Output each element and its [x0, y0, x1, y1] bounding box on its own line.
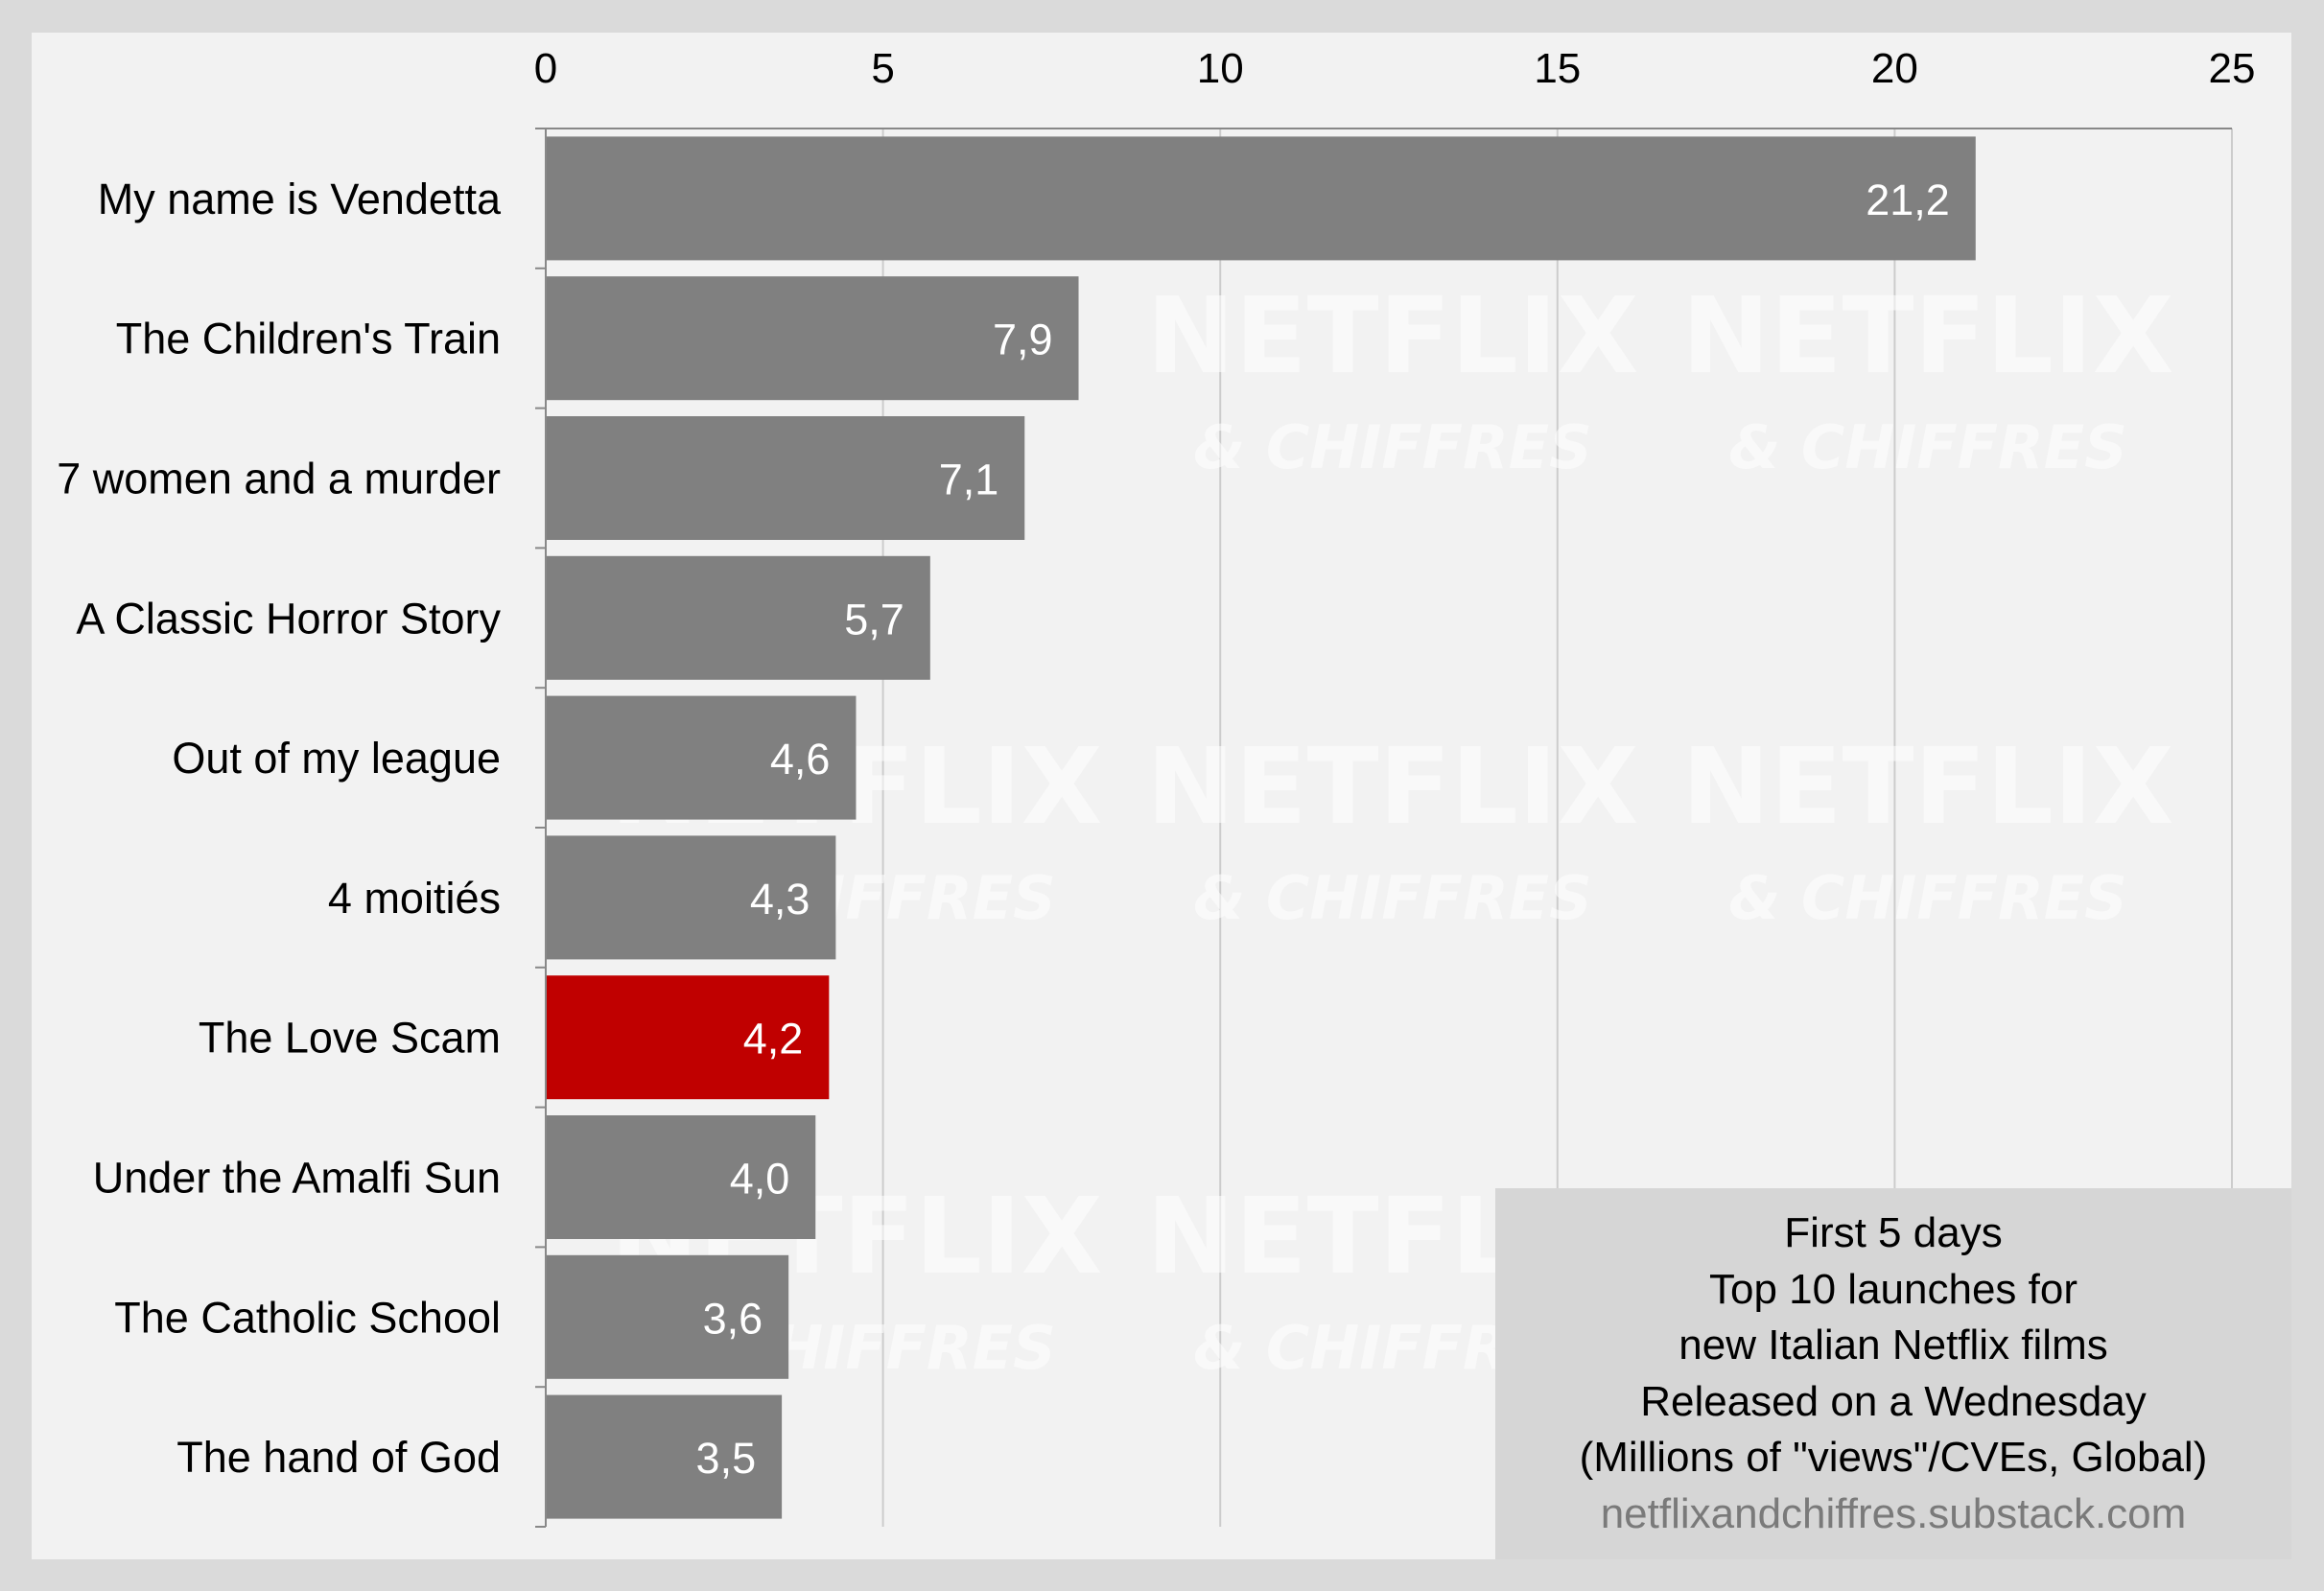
- x-tick-label: 25: [2209, 45, 2256, 92]
- value-label: 5,7: [844, 595, 904, 643]
- value-label: 4,2: [743, 1015, 804, 1064]
- bar: [546, 416, 1025, 540]
- category-label: 4 moitiés: [328, 874, 501, 923]
- bar: [546, 1394, 783, 1519]
- caption-line: Top 10 launches for: [1708, 1265, 2078, 1313]
- category-label: My name is Vendetta: [98, 175, 502, 223]
- x-tick-label: 0: [534, 45, 557, 92]
- watermark-brand: NETFLIX: [1146, 725, 1638, 848]
- category-labels: My name is Vendetta The Children's Train 7…: [57, 175, 502, 1482]
- watermark-tagline: & CHIFFRES: [1193, 863, 1592, 933]
- value-label: 3,5: [696, 1434, 757, 1483]
- source-url: netflixandchiffres.substack.com: [1600, 1489, 2187, 1537]
- bar: [546, 136, 1976, 261]
- bar: [546, 555, 930, 680]
- caption-box: First 5 days Top 10 launches for new Ita…: [1495, 1188, 2291, 1559]
- bars: [546, 136, 1976, 1519]
- category-label: The Love Scam: [199, 1014, 501, 1063]
- x-tick-label: 15: [1534, 45, 1581, 92]
- watermark: NETFLIX & CHIFFRES NETFLIX & CHIFFRES NETFLI…: [610, 274, 2173, 1383]
- value-label: 21,2: [1866, 175, 1950, 224]
- category-label: The hand of God: [176, 1433, 501, 1482]
- caption-line: Released on a Wednesday: [1640, 1377, 2147, 1425]
- watermark-brand: NETFLIX: [1681, 725, 2173, 848]
- x-tick-label: 5: [871, 45, 894, 92]
- watermark-tagline: & CHIFFRES: [1193, 412, 1592, 482]
- category-label: The Catholic School: [114, 1293, 501, 1342]
- category-label: The Children's Train: [116, 315, 501, 363]
- watermark-brand: NETFLIX: [1146, 274, 1638, 397]
- bar: [546, 276, 1079, 401]
- caption-line: new Italian Netflix films: [1678, 1322, 2108, 1369]
- category-label: 7 women and a murder: [57, 455, 501, 503]
- caption-line: First 5 days: [1784, 1209, 2003, 1256]
- watermark-brand: NETFLIX: [1681, 274, 2173, 397]
- value-label: 4,6: [770, 735, 831, 784]
- value-label: 7,1: [939, 456, 999, 504]
- bar: [546, 1254, 789, 1379]
- watermark-tagline: & CHIFFRES: [1728, 863, 2127, 933]
- watermark-tagline: & CHIFFRES: [1728, 412, 2127, 482]
- x-tick-label: 10: [1197, 45, 1244, 92]
- category-label: A Classic Horror Story: [76, 594, 501, 643]
- caption-line: (Millions of "views"/CVEs, Global): [1579, 1434, 2208, 1481]
- x-axis: 0 5 10 15 20 25: [534, 45, 2256, 1528]
- value-label: 3,6: [703, 1294, 763, 1343]
- value-label: 7,9: [993, 316, 1053, 364]
- bar: [546, 975, 830, 1100]
- value-labels: 21,2 7,9 7,1 5,7 4,6 4,3 4,2 4,0 3,6 3,5: [696, 175, 1950, 1483]
- value-label: 4,0: [730, 1155, 790, 1204]
- x-tick-label: 20: [1871, 45, 1918, 92]
- bar: [546, 695, 857, 820]
- bar: [546, 835, 836, 960]
- category-label: Under the Amalfi Sun: [93, 1154, 501, 1203]
- bar: [546, 1115, 816, 1239]
- category-label: Out of my league: [172, 734, 501, 783]
- value-label: 4,3: [750, 875, 810, 924]
